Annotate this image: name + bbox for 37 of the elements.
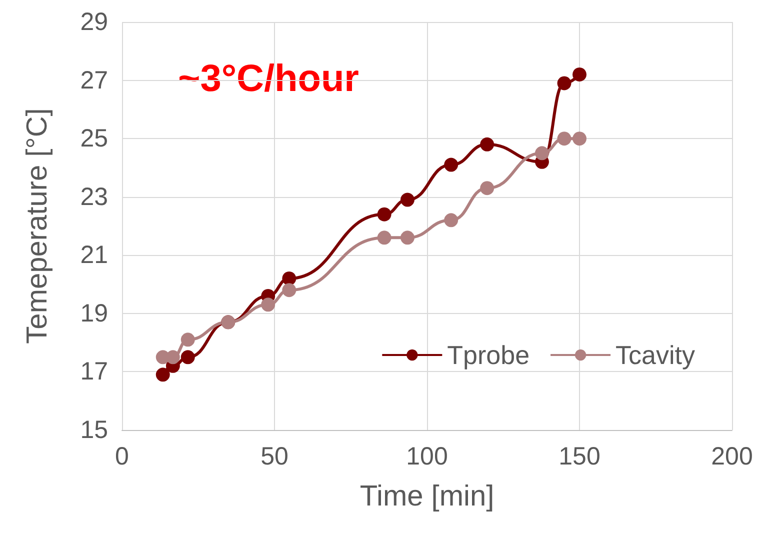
point [400,230,414,245]
point [282,283,296,298]
point [180,350,195,364]
y-tick-label: 27 [80,66,108,94]
x-tick-label: 200 [711,442,753,470]
point [400,192,414,207]
point [444,213,458,228]
point [377,230,392,245]
x-tick-label: 0 [115,442,129,470]
y-tick-label: 17 [80,358,108,386]
y-axis-title: Temeperature [°C] [22,108,54,344]
legend-label: Tcavity [616,340,696,370]
point [557,132,572,146]
y-tick-label: 25 [80,124,108,153]
point [572,67,586,82]
y-tick-label: 19 [80,299,108,328]
point [557,76,572,90]
point [261,298,276,312]
x-tick-label: 100 [406,442,448,470]
point [535,146,549,160]
point [180,332,195,347]
point [444,158,458,172]
point [282,271,296,286]
point [377,207,392,222]
x-tick-label: 50 [260,442,288,470]
x-tick-label: 150 [558,442,600,470]
x-axis-title: Time [min] [360,480,494,512]
annotation: ~3°C/hour [178,58,360,100]
y-tick-label: 23 [80,182,108,211]
y-tick-label: 29 [80,8,108,36]
point [480,137,494,152]
legend-label: Tprobe [447,340,530,370]
y-tick-label: 21 [80,241,108,270]
y-tick-label: 15 [80,416,108,444]
point [480,181,494,196]
point [572,132,586,146]
point [156,368,170,382]
